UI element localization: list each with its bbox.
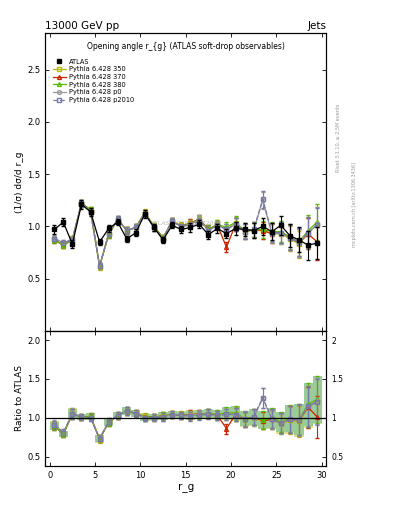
Bar	[77, 414, 86, 420]
Bar	[113, 413, 122, 419]
Bar	[213, 410, 222, 419]
Bar	[276, 414, 285, 434]
Bar	[131, 410, 140, 417]
Bar	[204, 409, 213, 418]
Bar	[68, 408, 77, 418]
Bar	[285, 405, 294, 433]
Bar	[77, 414, 86, 420]
Bar	[140, 413, 149, 420]
Bar	[195, 410, 204, 418]
Bar	[68, 409, 77, 419]
Bar	[167, 411, 176, 418]
Bar	[95, 435, 104, 442]
Bar	[249, 409, 258, 425]
Bar	[312, 378, 321, 424]
Bar	[176, 411, 186, 418]
Bar	[303, 383, 312, 425]
Bar	[294, 406, 303, 437]
Bar	[131, 410, 140, 417]
Bar	[186, 411, 195, 420]
Bar	[294, 404, 303, 435]
Text: 13000 GeV pp: 13000 GeV pp	[45, 21, 119, 31]
Bar	[285, 407, 294, 434]
Text: Opening angle r_{g} (ATLAS soft-drop observables): Opening angle r_{g} (ATLAS soft-drop obs…	[87, 42, 285, 51]
Bar	[158, 412, 167, 420]
Bar	[222, 409, 231, 420]
Bar	[186, 410, 195, 419]
Bar	[240, 411, 249, 426]
Bar	[267, 408, 276, 428]
Bar	[258, 412, 267, 430]
Legend: ATLAS, Pythia 6.428 350, Pythia 6.428 370, Pythia 6.428 380, Pythia 6.428 p0, Py: ATLAS, Pythia 6.428 350, Pythia 6.428 37…	[51, 57, 135, 104]
Bar	[303, 387, 312, 428]
Bar	[95, 436, 104, 443]
Text: Rivet 3.1.10, ≥ 2.5M events: Rivet 3.1.10, ≥ 2.5M events	[336, 104, 341, 173]
Bar	[158, 412, 167, 420]
Bar	[122, 407, 131, 415]
Bar	[167, 411, 176, 418]
Y-axis label: Ratio to ATLAS: Ratio to ATLAS	[15, 366, 24, 431]
Bar	[104, 418, 113, 425]
Bar	[222, 407, 231, 418]
Bar	[86, 413, 95, 420]
Bar	[258, 412, 267, 429]
Bar	[312, 376, 321, 422]
Bar	[231, 406, 240, 420]
Text: ATLAS_2019_I1772062: ATLAS_2019_I1772062	[150, 221, 221, 226]
Bar	[59, 431, 68, 437]
Bar	[104, 419, 113, 426]
Bar	[204, 409, 213, 418]
Bar	[59, 431, 68, 437]
Bar	[213, 410, 222, 419]
Bar	[149, 414, 158, 421]
Bar	[195, 410, 204, 419]
Bar	[140, 414, 149, 420]
Bar	[113, 412, 122, 419]
Bar	[249, 410, 258, 426]
Bar	[276, 412, 285, 433]
Bar	[50, 421, 59, 429]
X-axis label: r_g: r_g	[178, 482, 194, 493]
Bar	[176, 412, 186, 419]
Text: Jets: Jets	[307, 21, 326, 31]
Y-axis label: (1/σ) dσ/d r_g: (1/σ) dσ/d r_g	[15, 151, 24, 213]
Bar	[122, 407, 131, 415]
Bar	[231, 407, 240, 421]
Bar	[240, 412, 249, 426]
Bar	[86, 414, 95, 420]
Bar	[267, 410, 276, 429]
Bar	[50, 422, 59, 430]
Bar	[149, 414, 158, 420]
Text: mcplots.cern.ch [arXiv:1306.3436]: mcplots.cern.ch [arXiv:1306.3436]	[352, 162, 357, 247]
